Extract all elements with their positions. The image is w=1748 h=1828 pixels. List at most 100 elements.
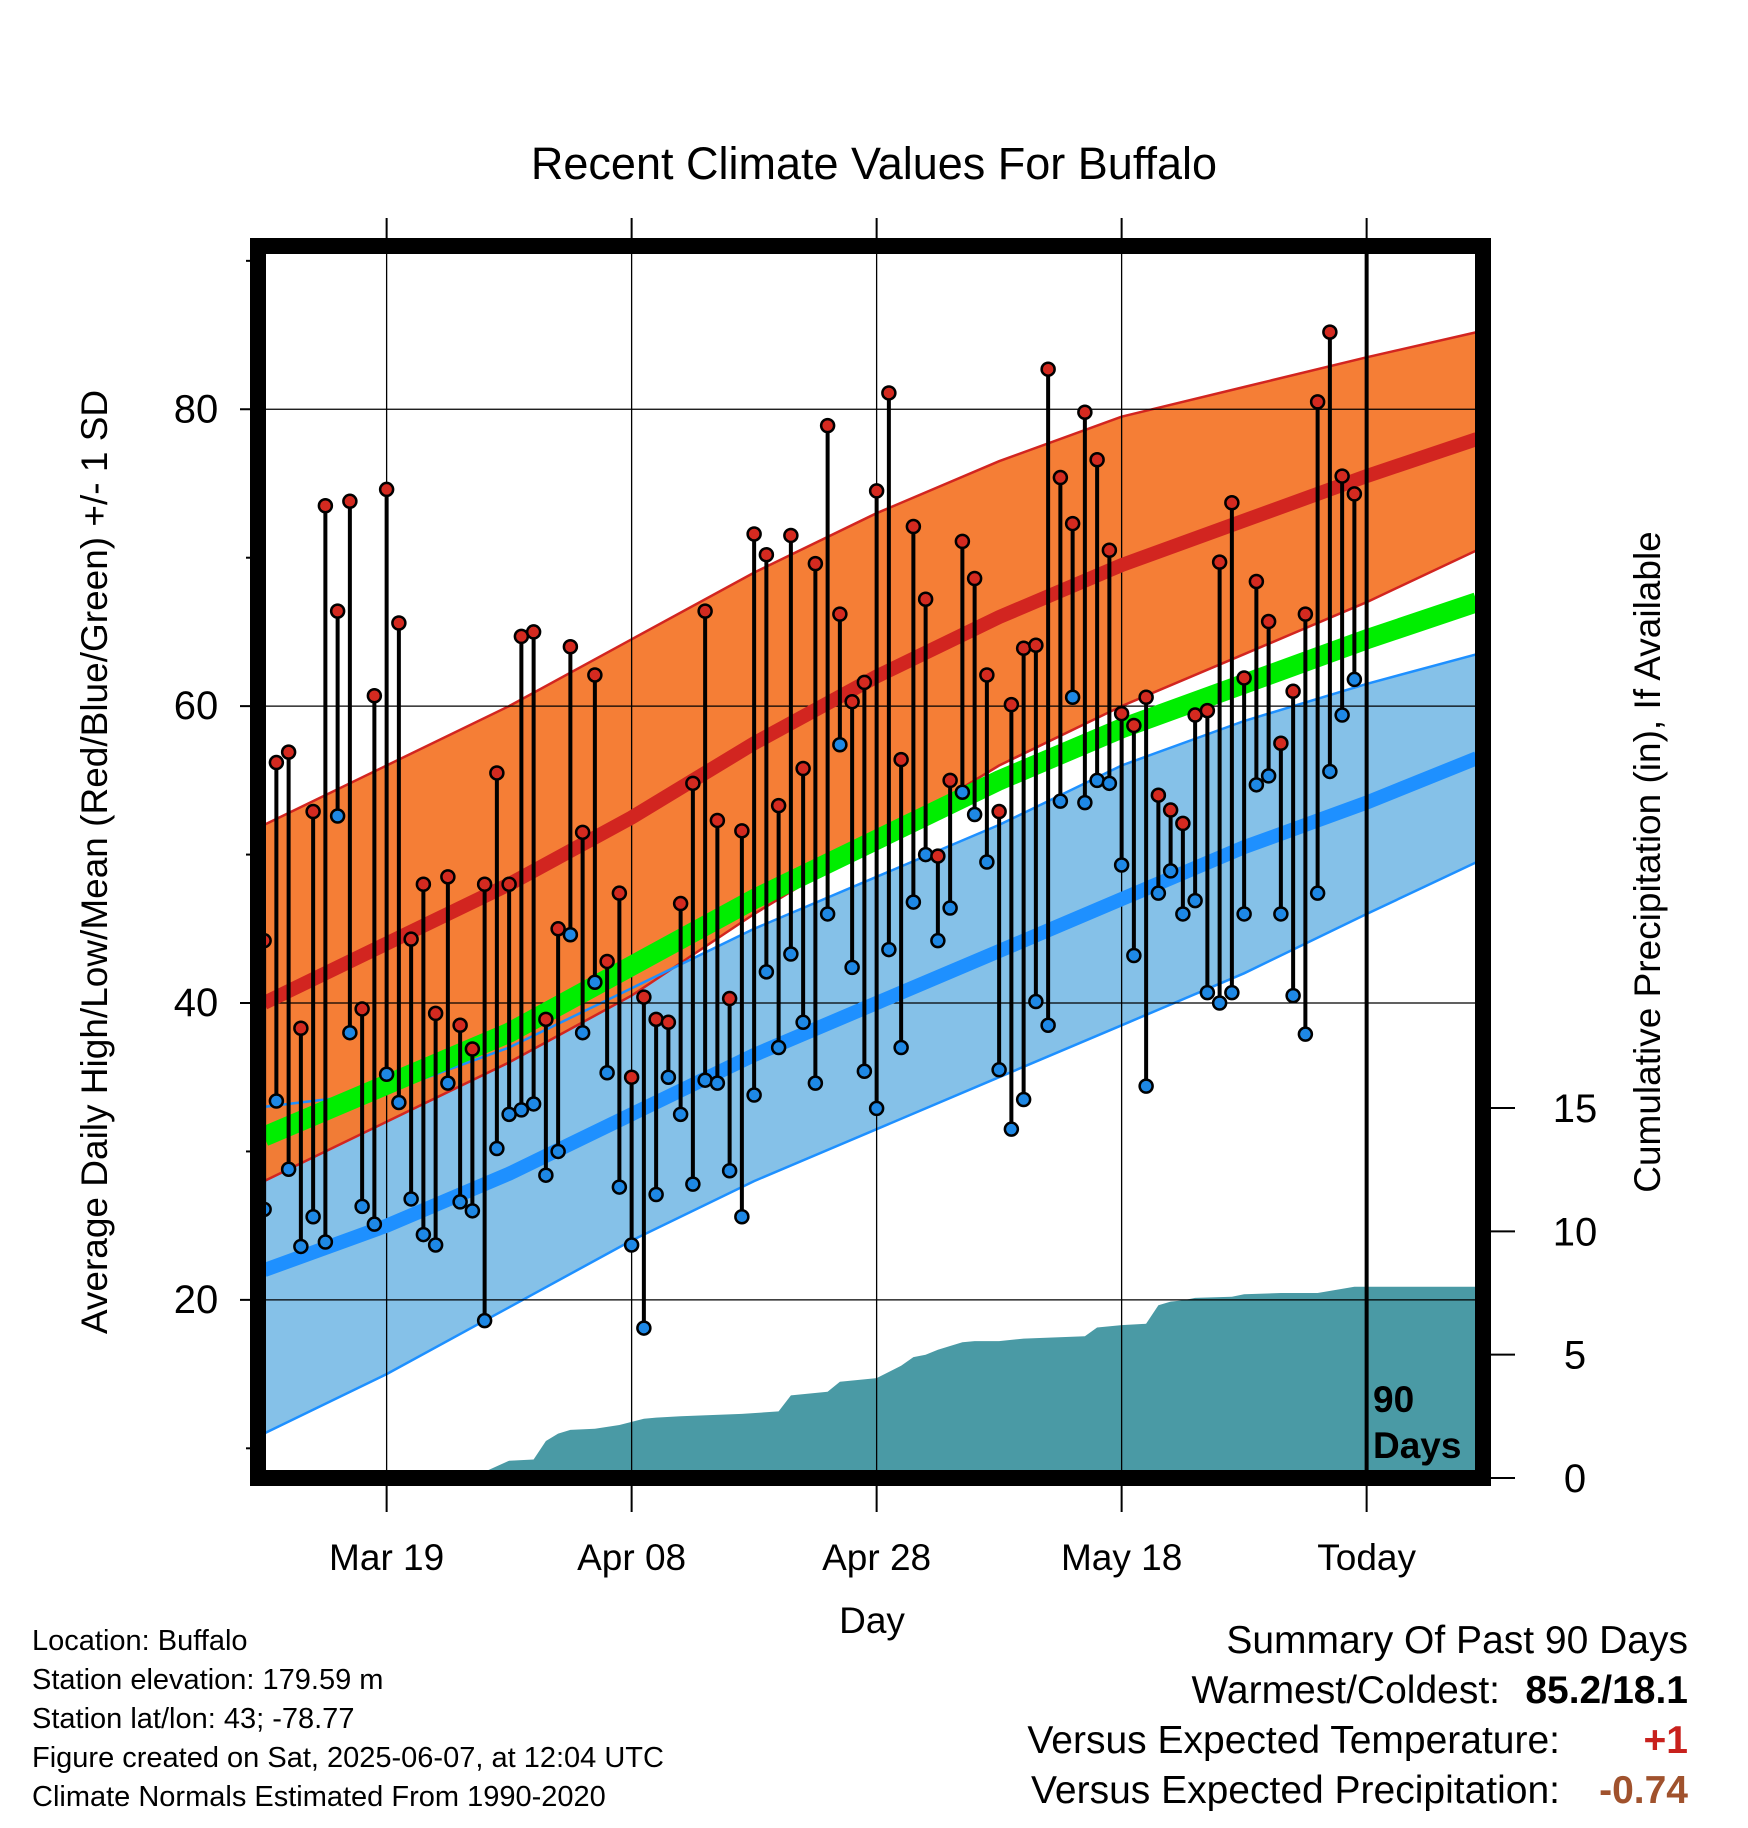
daily-high-point (636, 989, 652, 1005)
daily-low-point (1260, 768, 1277, 784)
daily-low-point (770, 1039, 787, 1056)
daily-low-point (329, 808, 346, 824)
daily-high-point (1101, 542, 1118, 559)
daily-low-point (1101, 775, 1118, 792)
precipitation-value: -0.74 (1599, 1769, 1688, 1812)
daily-low-point (881, 941, 897, 958)
left-axis-label: Average Daily High/Low/Mean (Red/Blue/Gr… (74, 390, 115, 1334)
daily-high-point (1064, 515, 1081, 532)
daily-low-point (930, 932, 946, 949)
daily-low-point (366, 1216, 383, 1232)
daily-high-point (758, 546, 775, 563)
daily-low-point (342, 1024, 358, 1041)
right-y-tick-label: 10 (1553, 1210, 1598, 1254)
daily-low-point (1346, 671, 1363, 688)
daily-high-point (1150, 787, 1167, 803)
daily-high-point (868, 483, 885, 499)
daily-low-point (1089, 772, 1105, 789)
daily-high-point (1260, 613, 1277, 630)
daily-low-point (746, 1087, 762, 1103)
daily-high-point (1224, 495, 1240, 511)
daily-low-point (1162, 863, 1179, 879)
today-days-label-number: 90 (1373, 1379, 1414, 1420)
daily-low-point (893, 1039, 909, 1056)
daily-low-point (721, 1162, 738, 1179)
daily-low-point (1199, 984, 1216, 1001)
daily-low-point (734, 1209, 750, 1225)
daily-high-point (832, 606, 848, 622)
daily-high-point (746, 526, 762, 542)
created-text: Figure created on Sat, 2025-06-07, at 12… (32, 1742, 664, 1774)
daily-low-point (966, 806, 983, 823)
daily-high-point (1175, 815, 1191, 832)
daily-low-point (1138, 1078, 1154, 1094)
daily-high-point (672, 895, 689, 912)
summary-temperature: Versus Expected Temperature: +1 (1027, 1716, 1688, 1766)
station-info: Location: Buffalo Station elevation: 179… (32, 1622, 664, 1817)
daily-high-point (1015, 640, 1032, 657)
daily-high-point (550, 921, 566, 937)
daily-low-point (1322, 763, 1338, 780)
daily-high-point (538, 1011, 554, 1028)
summary-warmest-coldest: Warmest/Coldest: 85.2/18.1 (1027, 1666, 1688, 1716)
axes: 20 40 60 80 0 5 10 15 Mar 19 Apr 08 Apr 28 May 18 To… (174, 218, 1598, 1578)
daily-low-point (1224, 984, 1240, 1001)
x-tick-label: May 18 (1061, 1537, 1182, 1578)
daily-low-point (611, 1179, 628, 1195)
precipitation-cumulative-area (264, 1286, 1477, 1478)
daily-high-point (966, 570, 983, 587)
right-axis-label: Cumulative Precipitation (in), If Availa… (1627, 531, 1668, 1193)
daily-high-point (1162, 802, 1179, 818)
daily-low-point (1040, 1017, 1056, 1034)
location-text: Location: Buffalo (32, 1625, 248, 1657)
daily-high-point (599, 953, 615, 970)
daily-high-point (1322, 324, 1338, 340)
daily-low-point (574, 1024, 591, 1041)
x-axis-label: Day (839, 1600, 905, 1641)
left-y-tick-label: 40 (174, 981, 219, 1025)
daily-high-point (489, 765, 505, 781)
precipitation-area (264, 1286, 1477, 1478)
daily-low-point (452, 1194, 468, 1210)
daily-high-point (734, 823, 750, 839)
daily-high-point (991, 803, 1007, 820)
daily-low-point (1211, 995, 1228, 1011)
x-tick-label: Apr 08 (577, 1537, 686, 1578)
daily-high-point (697, 603, 713, 619)
daily-high-point (574, 824, 591, 841)
daily-low-point (305, 1209, 321, 1225)
daily-low-point (476, 1312, 493, 1329)
daily-low-point (525, 1096, 542, 1112)
daily-low-point (513, 1102, 530, 1118)
daily-low-point (1064, 689, 1081, 705)
daily-high-point (464, 1041, 481, 1057)
daily-high-point (709, 812, 726, 829)
daily-high-point (329, 603, 346, 619)
daily-low-point (844, 959, 860, 976)
daily-low-point (783, 946, 799, 962)
daily-low-point (550, 1143, 566, 1160)
daily-low-point (954, 784, 971, 800)
daily-high-point (685, 775, 701, 792)
daily-low-point (280, 1161, 297, 1178)
daily-high-point (1126, 717, 1142, 734)
daily-low-point (819, 906, 836, 922)
daily-low-point (942, 900, 958, 916)
daily-low-point (1052, 793, 1069, 809)
daily-low-point (391, 1094, 407, 1111)
daily-low-point (317, 1234, 334, 1250)
daily-low-point (672, 1106, 689, 1123)
daily-low-point (807, 1075, 824, 1091)
daily-high-point (1138, 689, 1154, 705)
normals-text: Climate Normals Estimated From 1990-2020 (32, 1781, 606, 1813)
chart-title: Recent Climate Values For Buffalo (530, 138, 1218, 189)
daily-high-point (427, 1005, 444, 1022)
daily-high-point (770, 797, 787, 814)
daily-high-point (721, 990, 738, 1007)
daily-low-point (758, 964, 775, 980)
daily-high-point (378, 481, 395, 498)
daily-high-point (1089, 451, 1105, 468)
daily-high-point (979, 667, 995, 683)
daily-low-point (636, 1320, 652, 1336)
daily-high-point (1297, 606, 1314, 622)
